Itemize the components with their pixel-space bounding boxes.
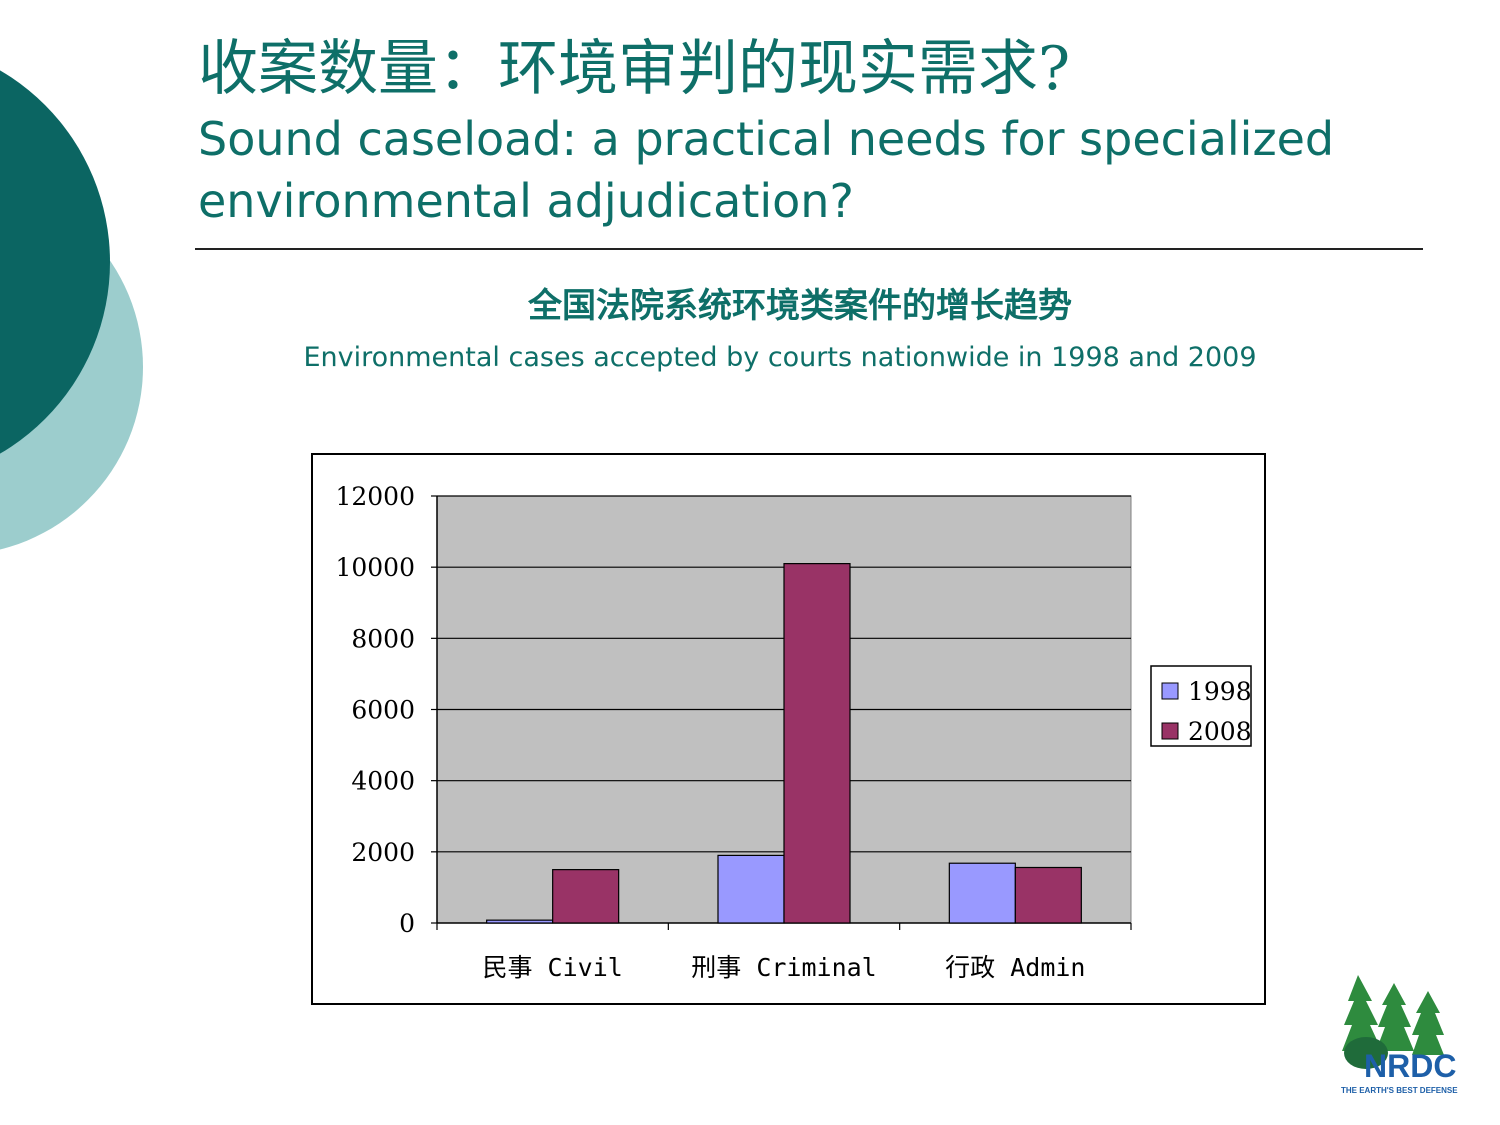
bar-2008-1 [783,563,851,924]
dark-teal-circle [0,70,110,454]
chart-frame: 0 2000 4000 6000 8000 10000 12000 民事 Civil 刑事 Cr… [311,453,1266,1005]
decorative-circles [0,70,143,550]
x-tick-label: 行政 Admin [945,953,1085,982]
bar-2008-2 [1014,866,1082,924]
chart-subtitle-chinese: 全国法院系统环境类案件的增长趋势 [528,286,1072,326]
y-tick-label: 0 [399,909,415,938]
slide-title-english: Sound caseload: a practical needs for sp… [198,112,1335,228]
x-tick-label: 民事 Civil [483,953,623,982]
nrdc-logo: NRDC THE EARTH'S BEST DEFENSE [1341,975,1458,1095]
legend-swatch-2008 [1161,722,1179,740]
y-tick-label: 12000 [335,482,415,511]
y-tick-label: 4000 [351,767,415,796]
logo-text: NRDC [1364,1048,1456,1084]
bar-2008-0 [552,869,620,924]
y-tick-label: 8000 [351,624,415,653]
bar-1998-1 [717,854,785,924]
legend-label: 1998 [1188,677,1252,706]
bar-1998-2 [948,862,1016,924]
tree-icon [1342,975,1444,1069]
legend-label: 2008 [1188,717,1252,746]
bar-chart: 0 2000 4000 6000 8000 10000 12000 民事 Civil 刑事 Cr… [335,482,1252,982]
title-divider [195,248,1423,250]
x-tick-label: 刑事 Criminal [691,953,876,982]
y-tick-label: 2000 [351,838,415,867]
logo-tagline: THE EARTH'S BEST DEFENSE [1341,1086,1458,1095]
y-tick-label: 10000 [335,553,415,582]
legend-swatch-1998 [1161,682,1179,700]
slide-title-chinese: 收案数量：环境审判的现实需求? [198,34,1071,104]
chart-subtitle-english: Environmental cases accepted by courts n… [303,342,1257,373]
y-tick-label: 6000 [351,696,415,725]
bar-1998-0 [486,919,554,924]
